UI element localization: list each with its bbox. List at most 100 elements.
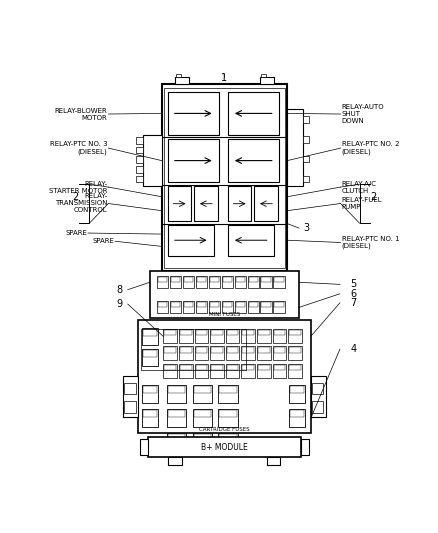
Bar [219,385,238,403]
Bar [258,365,270,370]
Bar [236,277,245,281]
Bar [274,277,283,281]
Text: 9: 9 [116,299,122,309]
Bar [273,346,286,360]
Bar [227,365,238,370]
Bar [288,329,302,343]
Bar [170,301,181,313]
Bar [142,409,158,427]
Bar [194,410,211,417]
Bar [241,329,255,343]
Bar [222,276,233,288]
Bar [124,401,136,413]
Text: RELAY-FUEL
PUMP: RELAY-FUEL PUMP [342,197,382,210]
Bar [219,432,238,450]
Bar [261,74,265,77]
Text: RELAY-AUTO
SHUT
DOWN: RELAY-AUTO SHUT DOWN [342,104,384,124]
Bar [209,276,220,288]
Bar [258,330,270,335]
Bar [164,330,176,335]
Bar [311,376,325,417]
Bar [303,175,309,182]
Bar [196,365,207,370]
Bar [183,301,194,313]
Bar [194,386,211,393]
Bar [179,346,193,360]
Bar [257,346,271,360]
Bar [210,364,224,377]
Bar [261,301,272,313]
Bar [210,302,219,306]
Bar [257,329,271,343]
Bar [197,302,206,306]
Bar [249,277,258,281]
Bar [254,186,278,221]
Bar [194,364,208,377]
Bar [168,186,191,221]
Bar [194,329,208,343]
Bar [194,346,208,360]
Bar [167,385,187,403]
Bar [167,409,187,427]
Bar [223,302,232,306]
Bar [303,156,309,163]
Bar [196,330,207,335]
Bar [135,166,143,173]
Bar [135,147,143,154]
Bar [196,301,207,313]
Bar [168,92,219,135]
Text: B+ MODULE: B+ MODULE [201,443,248,452]
Bar [260,77,274,84]
Bar [167,432,187,450]
Bar [171,277,180,281]
Text: RELAY-
TRANSMISSION
CONTROL: RELAY- TRANSMISSION CONTROL [55,193,107,214]
Bar [164,348,176,353]
Bar [219,410,237,417]
Bar [289,385,305,403]
Bar [235,301,246,313]
Bar [168,410,185,417]
Text: 7: 7 [350,298,357,308]
Bar [273,364,286,377]
Bar [241,346,255,360]
Bar [243,348,254,353]
Bar [247,301,259,313]
Bar [168,225,214,256]
Bar [157,301,169,313]
Text: CARTRIDGE FUSES: CARTRIDGE FUSES [199,427,250,432]
Bar [140,440,148,455]
Text: 4: 4 [350,344,357,354]
Bar [124,383,136,394]
Text: RELAY-PTC NO. 3
(DIESEL): RELAY-PTC NO. 3 (DIESEL) [50,141,107,155]
Text: SPARE: SPARE [65,230,87,236]
Bar [210,329,224,343]
Bar [179,329,193,343]
Bar [261,302,271,306]
Bar [287,109,303,186]
Bar [175,77,189,84]
Bar [170,276,181,288]
Bar [135,138,143,144]
Bar [290,410,304,417]
Bar [247,276,259,288]
Bar [219,434,237,441]
Bar [193,432,212,450]
Text: 1: 1 [222,72,227,83]
Bar [158,302,167,306]
Bar [163,364,177,377]
Bar [176,74,181,77]
Bar [141,329,246,370]
Bar [223,277,232,281]
Bar [227,330,238,335]
Text: 2: 2 [371,192,377,203]
Bar [273,329,286,343]
Bar [163,346,177,360]
Bar [235,276,246,288]
Bar [164,88,285,268]
Bar [135,157,143,163]
Bar [142,349,158,366]
Bar [196,276,207,288]
Bar [228,139,279,182]
Text: MINI FUSES: MINI FUSES [209,312,240,317]
Bar [164,365,176,370]
